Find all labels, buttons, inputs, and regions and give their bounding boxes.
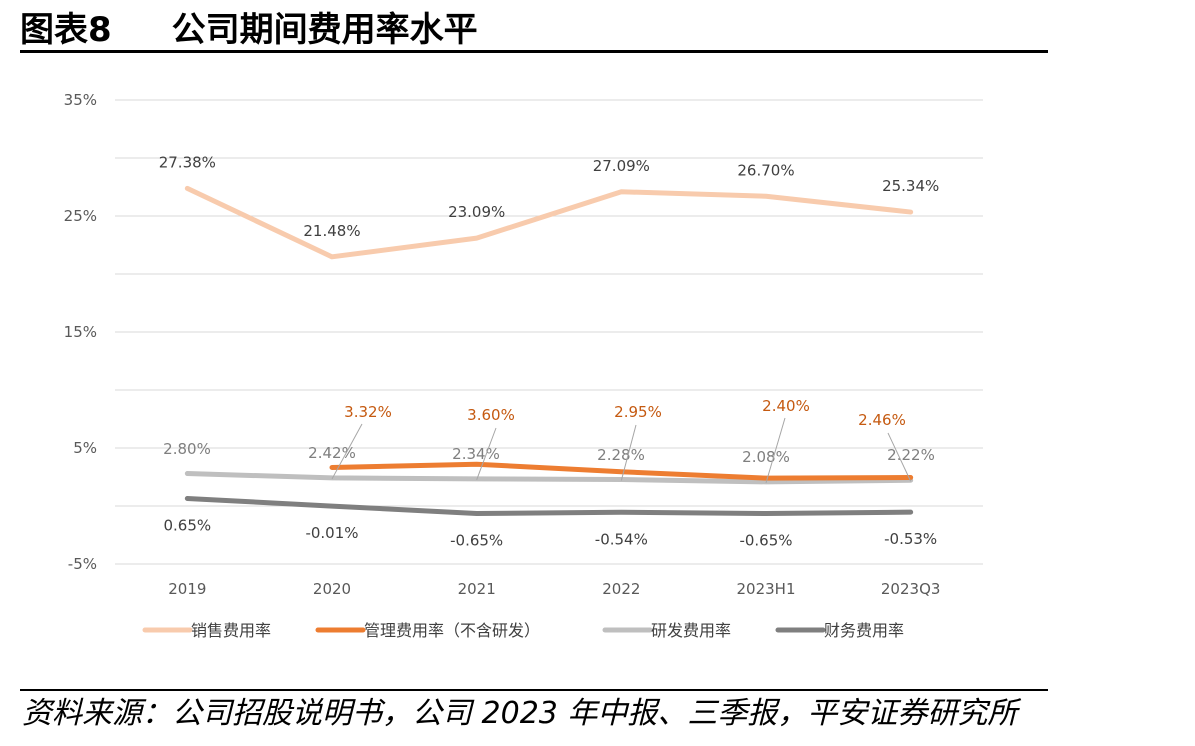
series-line-1 — [329, 461, 914, 481]
data-label: 2.80% — [163, 440, 211, 458]
leader-line — [620, 424, 637, 481]
y-tick-label: -5% — [68, 555, 97, 573]
data-label: 2.42% — [308, 444, 356, 462]
data-label: 2.40% — [762, 397, 810, 415]
leader-line — [765, 417, 786, 484]
y-tick-label: 35% — [64, 91, 97, 109]
data-label: 3.32% — [344, 403, 392, 421]
line-chart: 35% 25% 15% 5% -5% 2019 2020 2021 2022 2023H1 2023… — [64, 91, 983, 640]
leader-line — [476, 427, 497, 481]
data-label: 2.34% — [452, 445, 500, 463]
data-label: -0.53% — [884, 530, 937, 548]
data-label: 2.08% — [742, 448, 790, 466]
legend-label: 销售费用率 — [191, 621, 271, 640]
data-label: 2.28% — [597, 446, 645, 464]
data-label: 2.22% — [887, 446, 935, 464]
data-label: -0.65% — [450, 532, 503, 550]
figure-title: 图表8 公司期间费用率水平 — [20, 2, 478, 51]
x-tick-label: 2020 — [313, 580, 351, 598]
data-label: 21.48% — [303, 222, 360, 240]
data-label: 23.09% — [448, 203, 505, 221]
legend-label: 管理费用率（不含研发） — [364, 621, 540, 640]
series-line-3 — [184, 495, 914, 517]
data-label: 2.46% — [858, 411, 906, 429]
data-label: 26.70% — [737, 161, 794, 179]
figure-title-text: 公司期间费用率水平 — [171, 10, 478, 50]
data-label: 27.09% — [593, 157, 650, 175]
leader-line — [887, 432, 912, 482]
data-label: 27.38% — [159, 153, 216, 171]
x-tick-label: 2022 — [602, 580, 640, 598]
source-rule — [20, 689, 1048, 691]
x-tick-label: 2023H1 — [737, 580, 796, 598]
leader-line — [331, 423, 363, 480]
data-label: 25.34% — [882, 177, 939, 195]
y-tick-label: 15% — [64, 323, 97, 341]
data-label: 3.60% — [467, 406, 515, 424]
data-label: -0.54% — [595, 530, 648, 548]
data-label: -0.65% — [739, 532, 792, 550]
data-label: 0.65% — [164, 516, 212, 534]
y-tick-label: 5% — [73, 439, 97, 457]
legend-label: 研发费用率 — [651, 621, 731, 640]
figure-number: 图表8 — [20, 10, 112, 50]
x-tick-label: 2019 — [168, 580, 206, 598]
legend-label: 财务费用率 — [824, 621, 904, 640]
data-label: -0.01% — [305, 524, 358, 542]
title-rule — [20, 50, 1048, 53]
data-label: 2.95% — [614, 403, 662, 421]
series-line-0 — [184, 185, 914, 260]
series-line-2 — [184, 471, 914, 485]
x-tick-label: 2021 — [458, 580, 496, 598]
x-tick-label: 2023Q3 — [881, 580, 941, 598]
y-tick-label: 25% — [64, 207, 97, 225]
source-note: 资料来源：公司招股说明书，公司 2023 年中报、三季报，平安证券研究所 — [22, 696, 1018, 731]
